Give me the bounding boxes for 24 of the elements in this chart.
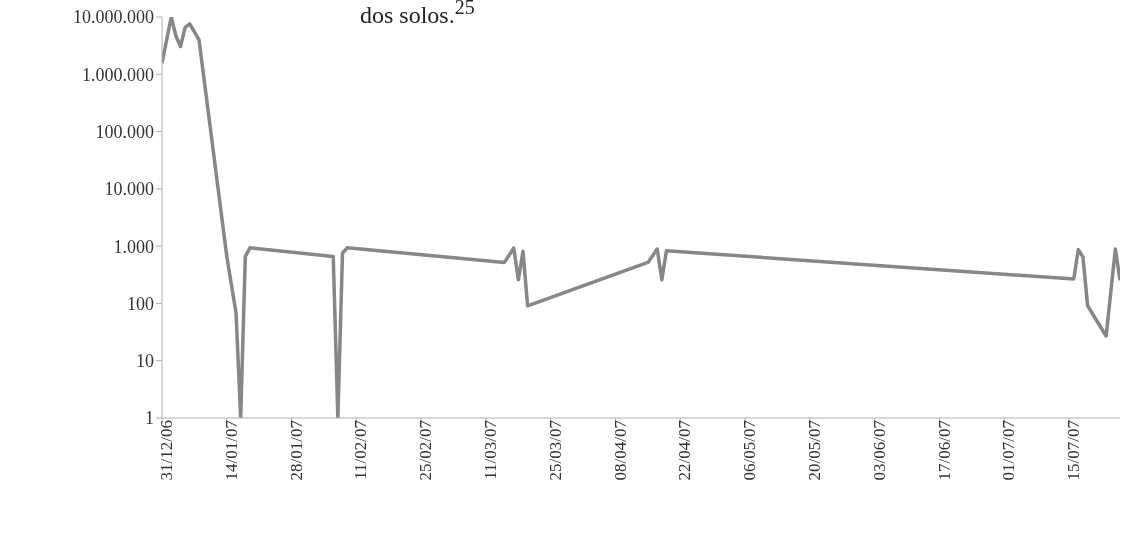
x-tick-label: 17/06/07 [934, 419, 954, 481]
note: dos solos.$^{25}$ [360, 0, 475, 29]
x-tick-label: 08/04/07 [610, 419, 630, 481]
x-tick-label: 11/03/07 [481, 419, 501, 480]
x-tick-label: 06/05/07 [740, 419, 760, 481]
y-tick-label: 100.000 [95, 121, 154, 142]
x-tick-label: 20/05/07 [804, 419, 824, 481]
x-tick-label: 22/04/07 [675, 419, 695, 481]
x-tick-label: 25/03/07 [545, 419, 565, 481]
y-tick-label: 1 [145, 408, 154, 429]
y-tick-label: 10.000.000 [73, 7, 154, 28]
x-tick-label: 14/01/07 [221, 419, 241, 481]
x-tick-label: 31/12/06 [157, 420, 177, 481]
x-tick-label: 25/02/07 [416, 419, 436, 481]
y-tick-label: 10 [136, 351, 154, 372]
y-tick-label: 10.000 [104, 179, 154, 200]
x-tick-label: 03/06/07 [869, 419, 889, 481]
x-tick-label: 11/02/07 [351, 419, 371, 480]
x-tick-label: 01/07/07 [999, 419, 1019, 481]
y-tick-label: 1.000 [113, 236, 154, 257]
x-tick-label: 15/07/07 [1064, 419, 1084, 481]
x-tick-label: 28/01/07 [286, 419, 306, 481]
y-tick-label: 1.000.000 [82, 64, 154, 85]
y-tick-label: 100 [127, 293, 154, 314]
